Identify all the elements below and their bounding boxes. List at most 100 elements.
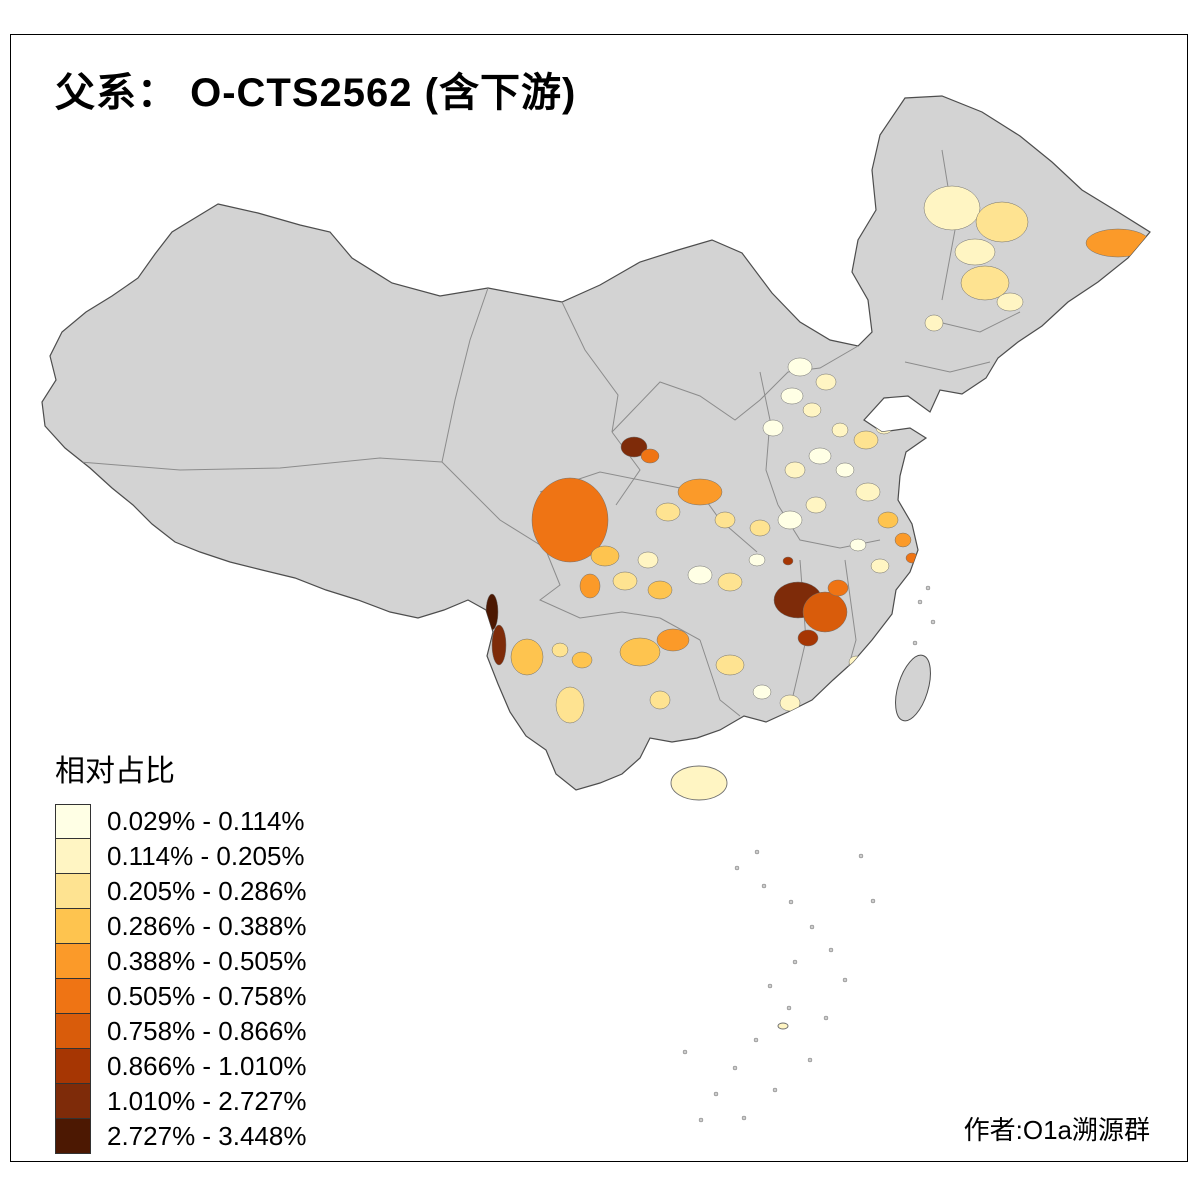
map-region [853, 430, 879, 450]
small-island-dot [788, 899, 794, 905]
map-region [924, 314, 944, 332]
small-island-dot [786, 1005, 792, 1011]
small-island-dot [734, 865, 740, 871]
small-island-dot [858, 853, 864, 859]
map-region [787, 357, 813, 377]
map-region [815, 373, 837, 391]
map-region [714, 511, 736, 529]
map-region [748, 553, 766, 567]
map-region [655, 502, 681, 522]
legend-swatch [55, 1049, 91, 1084]
province-border-line [699, 639, 741, 717]
map-region [802, 402, 822, 418]
legend-row-6: 0.758% - 0.866% [55, 1014, 306, 1049]
map-region [831, 422, 849, 438]
legend-label: 0.029% - 0.114% [107, 806, 305, 836]
map-region [612, 571, 638, 591]
map-region [855, 482, 881, 502]
province-border-line [611, 345, 859, 433]
map-region [797, 629, 819, 647]
province-border-line [904, 361, 991, 373]
small-island-dot [807, 1057, 813, 1063]
map-region [637, 551, 659, 569]
map-region [835, 462, 855, 478]
legend-label: 0.866% - 1.010% [107, 1051, 307, 1081]
map-region [975, 201, 1029, 243]
legend-label: 0.758% - 0.866% [107, 1016, 307, 1046]
map-region [805, 496, 827, 514]
map-region [619, 637, 661, 667]
legend-swatch [55, 944, 91, 979]
province-border-line [659, 617, 701, 641]
map-region [782, 556, 794, 566]
author-credit: 作者:O1a溯源群 [963, 1115, 1150, 1145]
map-region [551, 642, 569, 658]
small-island-dot [698, 1117, 704, 1123]
map-region [510, 638, 544, 676]
small-island-dot [925, 585, 931, 591]
map-region [749, 519, 771, 537]
small-island-dot [828, 947, 834, 953]
legend-rows: 0.029% - 0.114% 0.114% - 0.205% 0.205% - 0… [55, 804, 306, 1154]
legend-row-0: 0.029% - 0.114% [55, 804, 306, 839]
map-region [923, 185, 981, 231]
map-region [777, 510, 803, 530]
small-island-dot [682, 1049, 688, 1055]
small-island-dot [713, 1091, 719, 1097]
small-island-dot [823, 1015, 829, 1021]
legend-swatch [55, 979, 91, 1014]
map-region [875, 421, 893, 435]
legend-swatch [55, 839, 91, 874]
map-region [555, 686, 585, 724]
map-region [571, 651, 593, 669]
map-region [677, 478, 723, 506]
province-border-line [759, 371, 779, 506]
map-region [849, 538, 867, 552]
legend-swatch [55, 804, 91, 839]
small-island-dot [772, 1087, 778, 1093]
map-region [491, 624, 507, 666]
legend-swatch [55, 1014, 91, 1049]
map-region [877, 511, 899, 529]
small-island-dot [917, 599, 923, 605]
small-island-dot [870, 898, 876, 904]
map-region [827, 680, 849, 700]
map-region [894, 532, 912, 548]
small-island-dot [792, 959, 798, 965]
page-title: 父系： O-CTS2562 (含下游) [55, 71, 577, 115]
province-border-line [441, 287, 489, 463]
taiwan-island [895, 654, 931, 722]
map-region [752, 684, 772, 700]
legend-swatch [55, 1119, 91, 1154]
map-region [579, 573, 601, 599]
map-regions [485, 185, 1150, 724]
legend-label: 2.727% - 3.448% [107, 1121, 307, 1151]
island-region [670, 765, 728, 801]
small-island-dot [753, 1037, 759, 1043]
legend-swatch [55, 874, 91, 909]
map-region [647, 580, 673, 600]
map-region [960, 265, 1010, 301]
map-region [717, 572, 743, 592]
small-island-dot [761, 883, 767, 889]
map-region [590, 545, 620, 567]
map-region [808, 447, 832, 465]
small-island-dot [767, 983, 773, 989]
map-region [762, 419, 784, 437]
legend-label: 0.286% - 0.388% [107, 911, 307, 941]
legend-label: 0.114% - 0.205% [107, 841, 305, 871]
map-region [954, 238, 996, 266]
province-border-line [561, 301, 619, 433]
map-region [870, 558, 890, 574]
map-region [996, 292, 1024, 312]
legend-row-3: 0.286% - 0.388% [55, 909, 306, 944]
province-border-line [79, 457, 443, 471]
legend-swatch [55, 1084, 91, 1119]
small-island-dot [754, 849, 760, 855]
map-region [780, 387, 804, 405]
map-region [802, 591, 848, 633]
legend-title: 相对占比 [55, 755, 175, 788]
map-region [687, 565, 713, 585]
legend-row-7: 0.866% - 1.010% [55, 1049, 306, 1084]
